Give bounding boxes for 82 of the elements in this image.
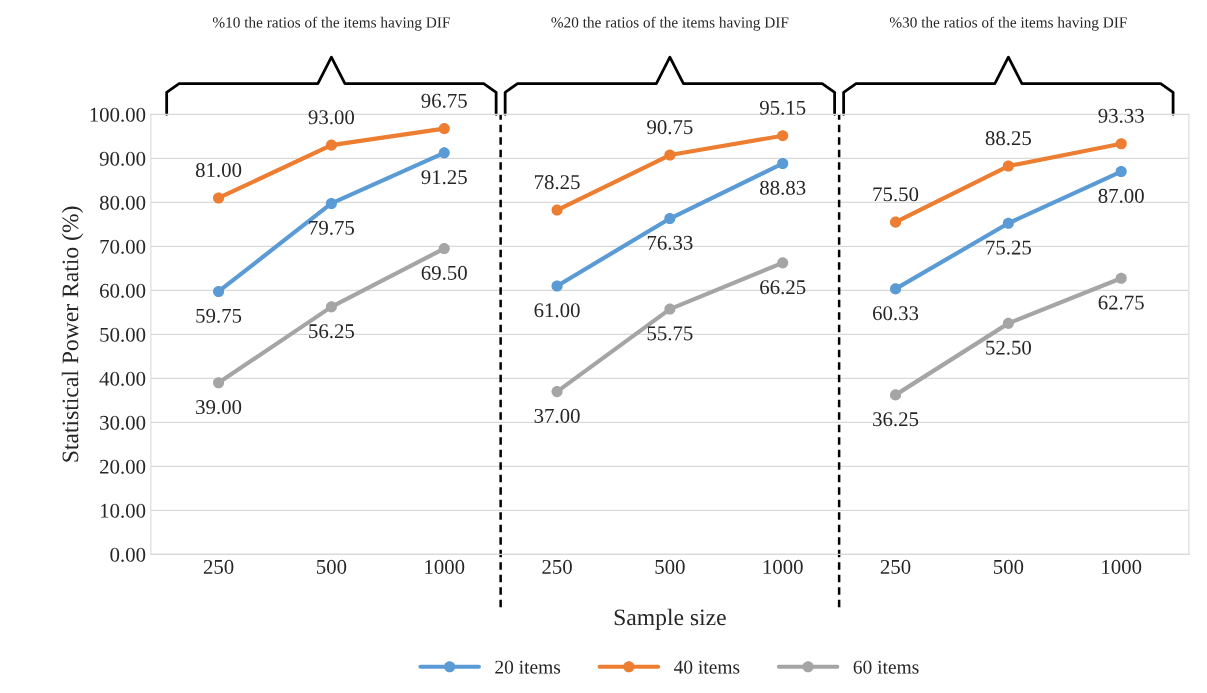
- y-tick-label: 40.00: [99, 371, 146, 386]
- y-tick-label: 30.00: [100, 415, 146, 430]
- x-tick-label: 250: [203, 559, 234, 574]
- point: [889, 389, 902, 401]
- legend-label: 60 items: [853, 660, 919, 674]
- text: %20 the ratios of the items having DIF: [551, 16, 789, 31]
- point: [325, 301, 337, 313]
- data-label: 66.25: [760, 280, 806, 295]
- data-label: 61.00: [534, 303, 580, 318]
- data-label: 95.15: [759, 100, 806, 115]
- x-tick-label: 500: [655, 559, 685, 574]
- data-label: 91.25: [421, 170, 467, 185]
- point: [438, 123, 450, 135]
- y-tick-label: 10.00: [100, 503, 146, 518]
- data-label: 36.25: [873, 412, 919, 427]
- x-tick-label: 1000: [425, 559, 465, 574]
- data-label: 87.00: [1098, 188, 1144, 203]
- y-tick-label: 0.00: [110, 547, 146, 562]
- x-tick-label: 1000: [1102, 559, 1142, 574]
- data-label: 55.75: [647, 326, 693, 341]
- point: [777, 130, 789, 142]
- point: [777, 257, 789, 269]
- y-tick-label: 80.00: [99, 195, 146, 210]
- point: [213, 377, 225, 389]
- text: %10 the ratios of the items having DIF: [212, 16, 450, 31]
- point: [889, 283, 902, 295]
- data-label: 37.00: [534, 408, 580, 423]
- x-axis-title: Sample size: [614, 608, 726, 631]
- data-label: 69.50: [421, 265, 467, 280]
- data-label: 60.33: [873, 306, 919, 321]
- legend-label: 20 items: [495, 660, 561, 674]
- data-label: 62.75: [1098, 295, 1144, 310]
- data-label: 93.00: [308, 110, 355, 125]
- data-label: 88.25: [985, 131, 1031, 146]
- y-tick-label: 50.00: [100, 327, 146, 342]
- data-label: 93.33: [1098, 108, 1144, 123]
- text: %30 the ratios of the items having DIF: [889, 16, 1127, 31]
- data-label: 75.25: [986, 240, 1031, 255]
- point: [1002, 217, 1014, 229]
- y-tick-label: 90.00: [99, 151, 146, 166]
- point: [438, 147, 450, 159]
- point: [438, 243, 450, 255]
- point: [1115, 166, 1127, 178]
- point: [664, 212, 676, 225]
- point: [1115, 138, 1127, 150]
- y-axis-title: Statistical Power Ratio (%): [61, 206, 84, 462]
- data-label: 75.50: [873, 187, 919, 202]
- data-label: 79.75: [309, 220, 355, 235]
- point: [551, 280, 563, 292]
- point: [1002, 160, 1014, 172]
- point: [551, 386, 563, 398]
- point: [664, 303, 676, 315]
- point: [777, 157, 789, 170]
- point: [325, 197, 337, 210]
- data-label: 96.75: [421, 93, 467, 108]
- y-tick-label: 60.00: [100, 283, 146, 298]
- data-label: 78.25: [534, 175, 580, 190]
- y-tick-label: 100.00: [90, 107, 146, 122]
- data-label: 56.25: [309, 324, 355, 339]
- point: [325, 139, 337, 151]
- data-label: 76.33: [647, 235, 693, 250]
- x-tick-label: 1000: [763, 559, 803, 574]
- point: [551, 204, 563, 216]
- data-label: 81.00: [195, 163, 242, 178]
- x-tick-label: 250: [880, 559, 911, 574]
- data-label: 39.00: [196, 400, 242, 415]
- data-label: 52.50: [986, 340, 1032, 355]
- legend-label: 40 items: [673, 660, 740, 674]
- point: [213, 285, 225, 298]
- y-tick-label: 20.00: [100, 459, 146, 474]
- x-tick-label: 500: [316, 559, 347, 574]
- point: [1002, 317, 1014, 329]
- x-tick-label: 500: [993, 559, 1024, 574]
- y-tick-label: 70.00: [100, 239, 146, 254]
- x-tick-label: 250: [542, 559, 572, 574]
- point: [664, 149, 676, 161]
- data-label: 90.75: [647, 120, 693, 135]
- point: [889, 216, 902, 228]
- data-label: 88.83: [760, 180, 806, 195]
- data-label: 59.75: [196, 308, 242, 323]
- point: [213, 192, 225, 204]
- point: [1115, 272, 1127, 284]
